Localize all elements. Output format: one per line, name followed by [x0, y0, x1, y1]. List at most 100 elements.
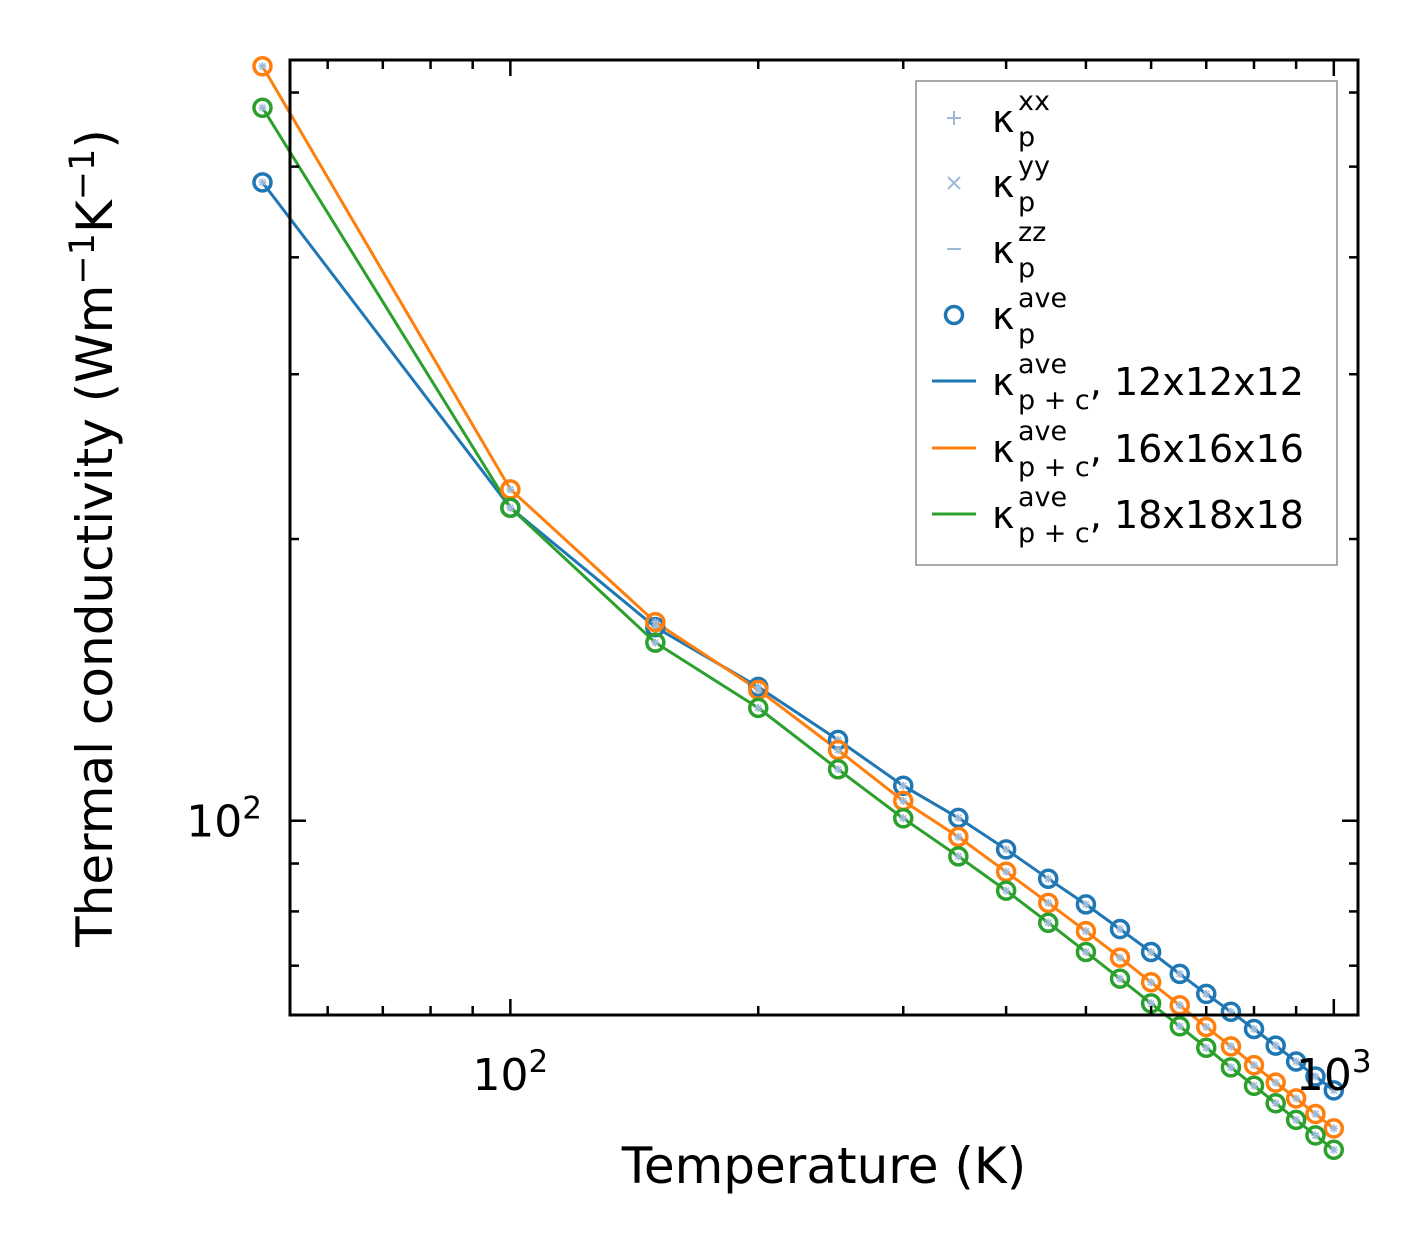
- data-point-16x16x16-400K: [995, 861, 1017, 883]
- series-line-12x12x12: [261, 181, 1335, 1092]
- component-markers: [1044, 898, 1053, 907]
- component-markers: [1116, 925, 1125, 934]
- ave-marker: [1305, 1066, 1326, 1087]
- ave-marker: [1305, 1103, 1326, 1125]
- ave-marker: [1285, 1109, 1307, 1131]
- ave-marker: [1323, 1080, 1345, 1101]
- ave-marker: [1140, 941, 1162, 963]
- ave-marker: [747, 697, 769, 719]
- component-markers: [754, 703, 763, 712]
- cross-marker-icon: [947, 176, 961, 190]
- data-point-18x18x18-850K: [1265, 1092, 1286, 1114]
- component-markers: [1202, 1043, 1211, 1052]
- ave-marker: [645, 632, 666, 653]
- x-axis-label: Temperature (K): [621, 1137, 1026, 1195]
- component-markers: [1250, 1081, 1258, 1090]
- component-markers: [1311, 1131, 1320, 1140]
- component-markers: [1175, 969, 1184, 978]
- component-markers: [1226, 1007, 1235, 1016]
- ave-marker: [1196, 1037, 1217, 1058]
- data-point-18x18x18-250K: [827, 759, 849, 780]
- data-point-16x16x16-850K: [1265, 1072, 1286, 1093]
- y-axis-label: Thermal conductivity (Wm−1K−1): [63, 129, 124, 948]
- ave-marker: [948, 846, 969, 867]
- component-markers: [1292, 1094, 1301, 1103]
- data-point-16x16x16-150K: [645, 611, 666, 633]
- data-point-16x16x16-950K: [1305, 1103, 1326, 1125]
- data-point-12x12x12-1000K: [1323, 1080, 1345, 1101]
- ave-marker: [1037, 868, 1059, 889]
- ave-marker: [1109, 947, 1131, 968]
- component-markers: [258, 178, 267, 187]
- component-markers: [1175, 1022, 1184, 1031]
- component-markers: [1250, 1061, 1258, 1070]
- data-point-12x12x12-650K: [1169, 963, 1190, 985]
- data-point-18x18x18-1000K: [1323, 1139, 1345, 1161]
- ave-marker: [892, 808, 914, 829]
- component-markers: [1329, 1124, 1338, 1133]
- ave-marker: [252, 56, 273, 77]
- component-markers: [1226, 1063, 1235, 1072]
- data-point-18x18x18-450K: [1037, 912, 1059, 933]
- data-point-16x16x16-800K: [1243, 1054, 1265, 1076]
- legend-label: κ yy p: [992, 151, 1050, 218]
- component-markers: [258, 62, 267, 71]
- ave-marker: [1075, 941, 1097, 963]
- component-markers: [651, 623, 660, 632]
- x-tick-label: 103: [1296, 1044, 1372, 1101]
- data-point-18x18x18-750K: [1220, 1057, 1242, 1078]
- ave-marker: [1305, 1125, 1326, 1146]
- data-point-18x18x18-800K: [1243, 1075, 1265, 1096]
- component-markers: [1271, 1078, 1280, 1087]
- ave-marker: [1075, 894, 1097, 915]
- component-markers: [1081, 927, 1090, 936]
- data-point-16x16x16-250K: [827, 739, 849, 761]
- component-markers: [899, 781, 908, 790]
- ave-marker: [827, 759, 849, 780]
- ave-marker: [1220, 1001, 1242, 1022]
- x-tick-label: 102: [472, 1044, 548, 1101]
- legend-entry-3: κ zz p: [947, 217, 1046, 284]
- ave-marker: [1265, 1072, 1286, 1093]
- ave-marker: [1285, 1051, 1307, 1072]
- component-markers: [1147, 999, 1156, 1008]
- ave-marker: [995, 861, 1017, 883]
- series-line-16x16x16: [261, 65, 1335, 1130]
- data-point-12x12x12-750K: [1220, 1001, 1242, 1022]
- component-markers: [651, 618, 660, 627]
- component-markers: [1202, 989, 1211, 998]
- data-point-18x18x18-50K: [252, 97, 273, 118]
- component-markers: [1044, 918, 1053, 927]
- data-point-16x16x16-100K: [500, 479, 521, 500]
- data-point-12x12x12-50K: [252, 172, 273, 193]
- legend-entry-5: κ ave p + c, 12x12x12: [932, 349, 1304, 416]
- ave-marker: [892, 775, 914, 796]
- plus-marker-icon: [947, 111, 961, 125]
- ave-marker: [1323, 1118, 1345, 1139]
- component-markers: [1116, 953, 1125, 962]
- circle-marker-icon: [943, 304, 965, 326]
- component-markers: [506, 485, 515, 494]
- data-point-12x12x12-400K: [995, 839, 1017, 860]
- data-point-12x12x12-850K: [1265, 1035, 1286, 1056]
- data-point-12x12x12-950K: [1305, 1066, 1326, 1087]
- ave-marker: [1075, 920, 1097, 942]
- ave-marker: [1169, 963, 1190, 985]
- component-markers: [1250, 1025, 1258, 1033]
- data-point-12x12x12-700K: [1196, 983, 1217, 1005]
- data-point-12x12x12-350K: [948, 807, 969, 829]
- data-point-18x18x18-550K: [1109, 968, 1131, 989]
- component-markers: [258, 103, 267, 112]
- ave-marker: [1109, 968, 1131, 989]
- data-point-12x12x12-450K: [1037, 868, 1059, 889]
- ave-marker: [252, 172, 273, 193]
- data-point-16x16x16-600K: [1140, 972, 1162, 993]
- axis-ticks-layer: [290, 60, 1358, 1015]
- ave-marker: [1140, 972, 1162, 993]
- component-markers: [1002, 886, 1011, 895]
- component-markers: [1002, 867, 1011, 876]
- data-point-18x18x18-500K: [1075, 941, 1097, 963]
- ave-marker: [1265, 1092, 1286, 1114]
- component-markers: [1292, 1057, 1301, 1066]
